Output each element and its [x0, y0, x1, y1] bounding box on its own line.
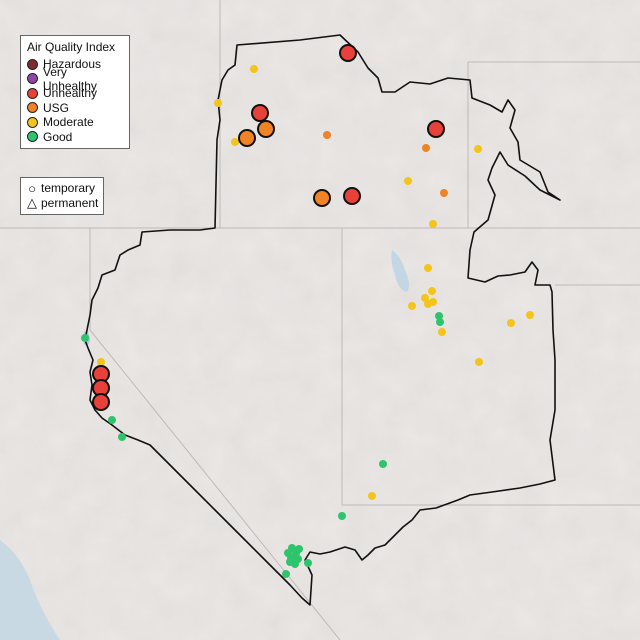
- legend-label: USG: [43, 100, 70, 115]
- unhealthy-monitor-marker[interactable]: [427, 120, 445, 138]
- usg-monitor-marker[interactable]: [323, 131, 331, 139]
- moderate-monitor-marker[interactable]: [408, 302, 416, 310]
- legend-item-unhealthy: Unhealthy: [27, 86, 123, 101]
- legend-title: Air Quality Index: [27, 40, 116, 54]
- usg-temporary-monitor-marker[interactable]: [238, 129, 256, 147]
- triangle-icon: △: [27, 195, 37, 211]
- aqi-markers: [81, 44, 534, 578]
- moderate-monitor-marker[interactable]: [97, 358, 105, 366]
- circle-icon: ○: [28, 180, 36, 196]
- moderate-monitor-marker[interactable]: [474, 145, 482, 153]
- unhealthy-swatch: [27, 87, 38, 99]
- usg-temporary-monitor-marker[interactable]: [257, 120, 275, 138]
- legend-item-moderate: Moderate: [27, 115, 123, 130]
- good-monitor-marker[interactable]: [338, 512, 346, 520]
- usg-monitor-marker[interactable]: [440, 189, 448, 197]
- region-boundary: [84, 34, 561, 606]
- good-monitor-marker[interactable]: [108, 416, 116, 424]
- good-monitor-marker[interactable]: [435, 312, 443, 320]
- moderate-monitor-marker[interactable]: [424, 264, 432, 272]
- moderate-monitor-marker[interactable]: [421, 294, 429, 302]
- monitor-type-legend: ○ temporary △ permanent: [20, 177, 104, 215]
- good-monitor-marker[interactable]: [295, 545, 303, 553]
- unhealthy-monitor-marker[interactable]: [251, 104, 269, 122]
- legend-label: Good: [43, 129, 73, 144]
- moderate-monitor-marker[interactable]: [438, 328, 446, 336]
- good-monitor-marker[interactable]: [304, 559, 312, 567]
- legend-item-very-unhealthy: Very Unhealthy: [27, 65, 123, 93]
- hazardous-swatch: [27, 58, 38, 70]
- good-monitor-marker[interactable]: [291, 560, 299, 568]
- good-monitor-marker[interactable]: [436, 318, 444, 326]
- legend-label: Very Unhealthy: [42, 64, 97, 93]
- usg-monitor-marker[interactable]: [422, 144, 430, 152]
- legend-label: permanent: [41, 195, 99, 210]
- moderate-monitor-marker[interactable]: [368, 492, 376, 500]
- moderate-monitor-marker[interactable]: [428, 287, 436, 295]
- good-monitor-marker[interactable]: [379, 460, 387, 468]
- legend-item-hazardous: Hazardous: [27, 57, 123, 72]
- very-unhealthy-swatch: [27, 73, 38, 85]
- good-swatch: [27, 131, 38, 143]
- usg-swatch: [27, 102, 38, 114]
- lake-great-salt: [391, 250, 410, 292]
- unhealthy-monitor-marker[interactable]: [339, 44, 357, 62]
- moderate-monitor-marker[interactable]: [429, 298, 437, 306]
- moderate-monitor-marker[interactable]: [231, 138, 239, 146]
- moderate-monitor-marker[interactable]: [526, 311, 534, 319]
- legend-label: temporary: [41, 181, 96, 196]
- legend-item-usg: USG: [27, 101, 123, 116]
- legend-item-permanent: △ permanent: [25, 196, 99, 211]
- good-monitor-marker[interactable]: [118, 433, 126, 441]
- moderate-swatch: [27, 116, 38, 128]
- legend-label: Unhealthy: [43, 86, 98, 101]
- moderate-monitor-marker[interactable]: [507, 319, 515, 327]
- moderate-monitor-marker[interactable]: [429, 220, 437, 228]
- usg-temporary-monitor-marker[interactable]: [313, 189, 331, 207]
- aqi-legend: Air Quality Index Hazardous Very Unhealt…: [20, 35, 130, 149]
- moderate-monitor-marker[interactable]: [214, 99, 222, 107]
- moderate-monitor-marker[interactable]: [250, 65, 258, 73]
- good-monitor-marker[interactable]: [282, 570, 290, 578]
- moderate-monitor-marker[interactable]: [404, 177, 412, 185]
- moderate-monitor-marker[interactable]: [475, 358, 483, 366]
- legend-item-temporary: ○ temporary: [25, 181, 99, 196]
- legend-label: Moderate: [43, 115, 94, 130]
- legend-item-good: Good: [27, 130, 123, 145]
- ocean: [0, 540, 60, 640]
- good-monitor-marker[interactable]: [81, 334, 89, 342]
- legend-label: Hazardous: [43, 57, 102, 72]
- unhealthy-monitor-marker[interactable]: [92, 393, 110, 411]
- unhealthy-monitor-marker[interactable]: [343, 187, 361, 205]
